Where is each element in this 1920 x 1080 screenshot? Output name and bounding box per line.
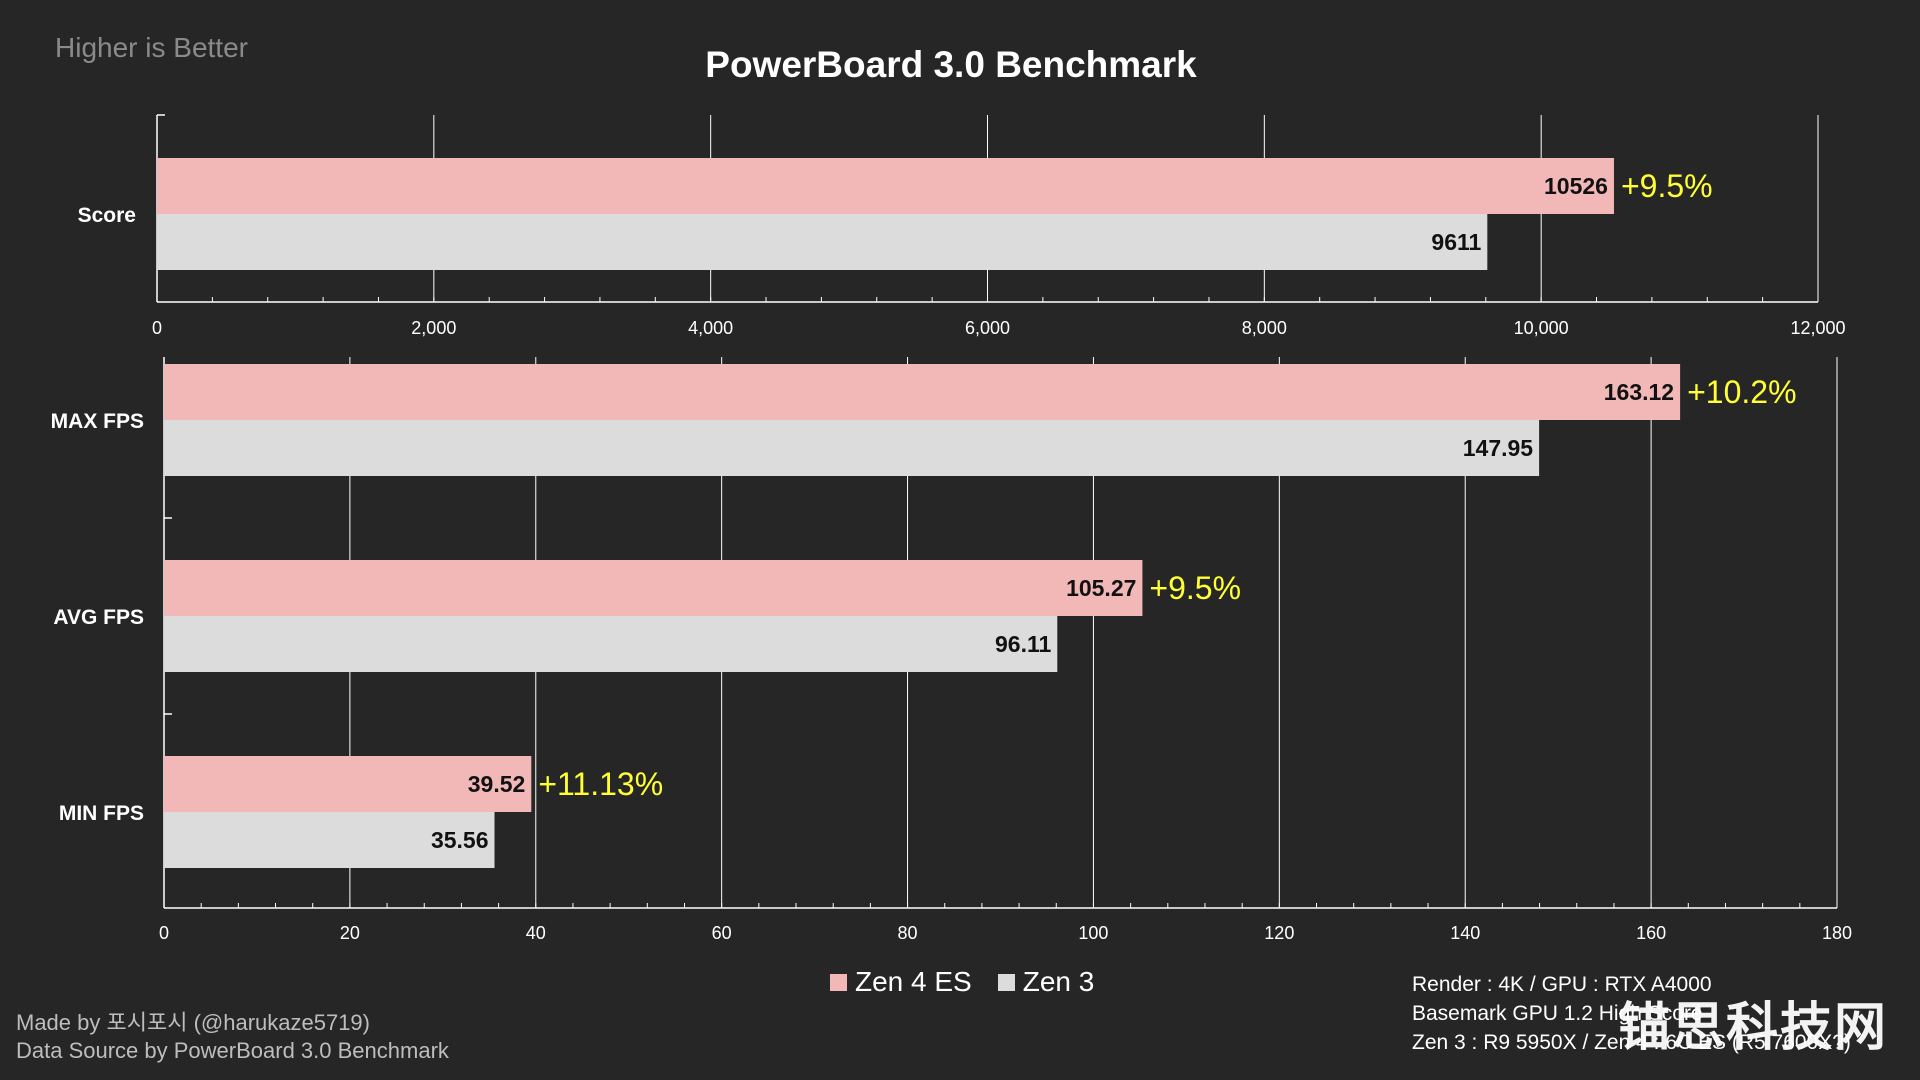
- bar-min-fps-zen-4-es: [164, 756, 532, 812]
- gain-label-score: +9.5%: [1621, 168, 1713, 204]
- p0-x-tick-label-0: 0: [152, 318, 162, 338]
- category-label-score: Score: [78, 204, 136, 227]
- p0-x-tick-label-3: 6,000: [965, 318, 1010, 338]
- value-label-max-fps-zen-3: 147.95: [1463, 435, 1534, 461]
- category-label-min-fps: MIN FPS: [59, 802, 144, 825]
- p1-x-tick-label-0: 0: [159, 923, 169, 943]
- p0-x-tick-label-2: 4,000: [688, 318, 733, 338]
- p1-x-tick-label-2: 40: [526, 923, 546, 943]
- p1-x-tick-label-1: 20: [340, 923, 360, 943]
- value-label-avg-fps-zen-3: 96.11: [995, 631, 1051, 657]
- legend-item-zen4: Zen 4 ES: [830, 966, 972, 998]
- legend-swatch-zen4: [830, 973, 847, 991]
- value-label-min-fps-zen-3: 35.56: [431, 827, 489, 853]
- gain-label-min-fps: +11.13%: [538, 766, 663, 802]
- legend-label-zen3: Zen 3: [1022, 966, 1095, 997]
- value-label-min-fps-zen-4-es: 39.52: [468, 771, 526, 797]
- p1-x-tick-label-9: 180: [1822, 923, 1852, 943]
- bar-min-fps-zen-3: [164, 812, 495, 868]
- gain-label-max-fps: +10.2%: [1687, 374, 1796, 410]
- p1-x-tick-label-3: 60: [712, 923, 732, 943]
- watermark-text: 锚思科技网: [1618, 999, 1889, 1057]
- legend-swatch-zen3: [997, 973, 1015, 991]
- legend-label-zen4: Zen 4 ES: [855, 966, 972, 997]
- p1-x-tick-label-7: 140: [1450, 923, 1480, 943]
- legend: Zen 4 ES Zen 3: [830, 966, 1094, 998]
- value-label-avg-fps-zen-4-es: 105.27: [1066, 575, 1136, 601]
- p1-x-tick-label-8: 160: [1636, 923, 1666, 943]
- bar-max-fps-zen-4-es: [164, 364, 1681, 420]
- p0-x-tick-label-5: 10,000: [1514, 318, 1569, 338]
- p0-x-tick-label-1: 2,000: [411, 318, 456, 338]
- value-label-max-fps-zen-4-es: 163.12: [1604, 379, 1674, 405]
- bar-score-zen-3: [157, 214, 1488, 270]
- gain-label-avg-fps: +9.5%: [1149, 570, 1241, 606]
- p0-x-tick-label-6: 12,000: [1790, 318, 1845, 338]
- value-label-score-zen-4-es: 10526: [1544, 173, 1608, 199]
- bar-score-zen-4-es: [157, 158, 1614, 214]
- test-note-cpus: Zen 3 : R9 5950X / Zen 4 : 6C ES (R5 760…: [1412, 1031, 1851, 1054]
- test-note-basemark: Basemark GPU 1.2 High Score: [1412, 1002, 1703, 1025]
- value-label-score-zen-3: 9611: [1431, 229, 1481, 255]
- test-note-render: Render : 4K / GPU : RTX A4000: [1412, 973, 1712, 996]
- chart-title: PowerBoard 3.0 Benchmark: [705, 44, 1197, 85]
- category-label-max-fps: MAX FPS: [51, 410, 144, 433]
- score-panel: 0 2,000 4,000 6,000 8,000 10,000 12,000 Score 10…: [78, 114, 1846, 338]
- p1-x-tick-label-6: 120: [1264, 923, 1294, 943]
- data-source-text: Data Source by PowerBoard 3.0 Benchmark: [16, 1038, 449, 1063]
- made-by-text: Made by 포시포시 (@harukaze5719): [16, 1010, 370, 1035]
- higher-is-better-note: Higher is Better: [55, 32, 248, 63]
- p1-x-tick-label-5: 100: [1078, 923, 1108, 943]
- category-label-avg-fps: AVG FPS: [53, 606, 144, 629]
- credits: Made by 포시포시 (@harukaze5719) Data Source…: [16, 1009, 449, 1065]
- bar-avg-fps-zen-3: [164, 616, 1058, 672]
- p1-x-tick-label-4: 80: [898, 923, 918, 943]
- bar-avg-fps-zen-4-es: [164, 560, 1143, 616]
- legend-item-zen3: Zen 3: [997, 966, 1095, 998]
- p0-x-tick-label-4: 8,000: [1242, 318, 1287, 338]
- bar-max-fps-zen-3: [164, 420, 1540, 476]
- test-notes: Render : 4K / GPU : RTX A4000 Basemark G…: [1412, 970, 1851, 1057]
- fps-panel: 0 20 40 60 80 100 120 140 160 180 MAX FPS 163.12 +10…: [51, 357, 1852, 943]
